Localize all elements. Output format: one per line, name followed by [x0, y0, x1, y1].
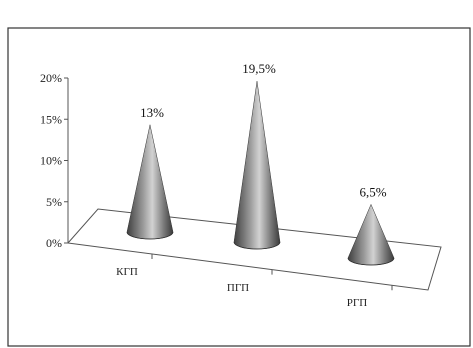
cone-series [126, 81, 395, 266]
y-axis: 0% 5% 10% 15% 20% [40, 71, 69, 250]
chart-floor [67, 208, 442, 291]
cone-base [126, 231, 174, 240]
data-label: 6,5% [359, 184, 386, 199]
y-tick-label: 0% [46, 236, 62, 250]
data-labels: 13% 19,5% 6,5% [140, 61, 387, 199]
x-axis: КГП ПГП РГП [116, 253, 393, 309]
x-tick-label: КГП [116, 266, 138, 278]
y-tick-label: 20% [40, 71, 62, 85]
x-tick-label: ПГП [227, 282, 249, 294]
chart-frame [7, 27, 471, 347]
y-tick-label: 10% [40, 154, 62, 168]
y-tick-label: 5% [46, 195, 62, 209]
cone-bar [347, 203, 395, 266]
cone-bar [233, 81, 281, 250]
floor-plane [67, 208, 442, 291]
data-label: 19,5% [242, 61, 276, 76]
data-label: 13% [140, 105, 164, 120]
x-tick-label: РГП [347, 297, 367, 309]
y-tick-label: 15% [40, 112, 62, 126]
cone-base [347, 257, 395, 266]
cone-bar [126, 124, 174, 240]
cone-base [233, 241, 281, 250]
